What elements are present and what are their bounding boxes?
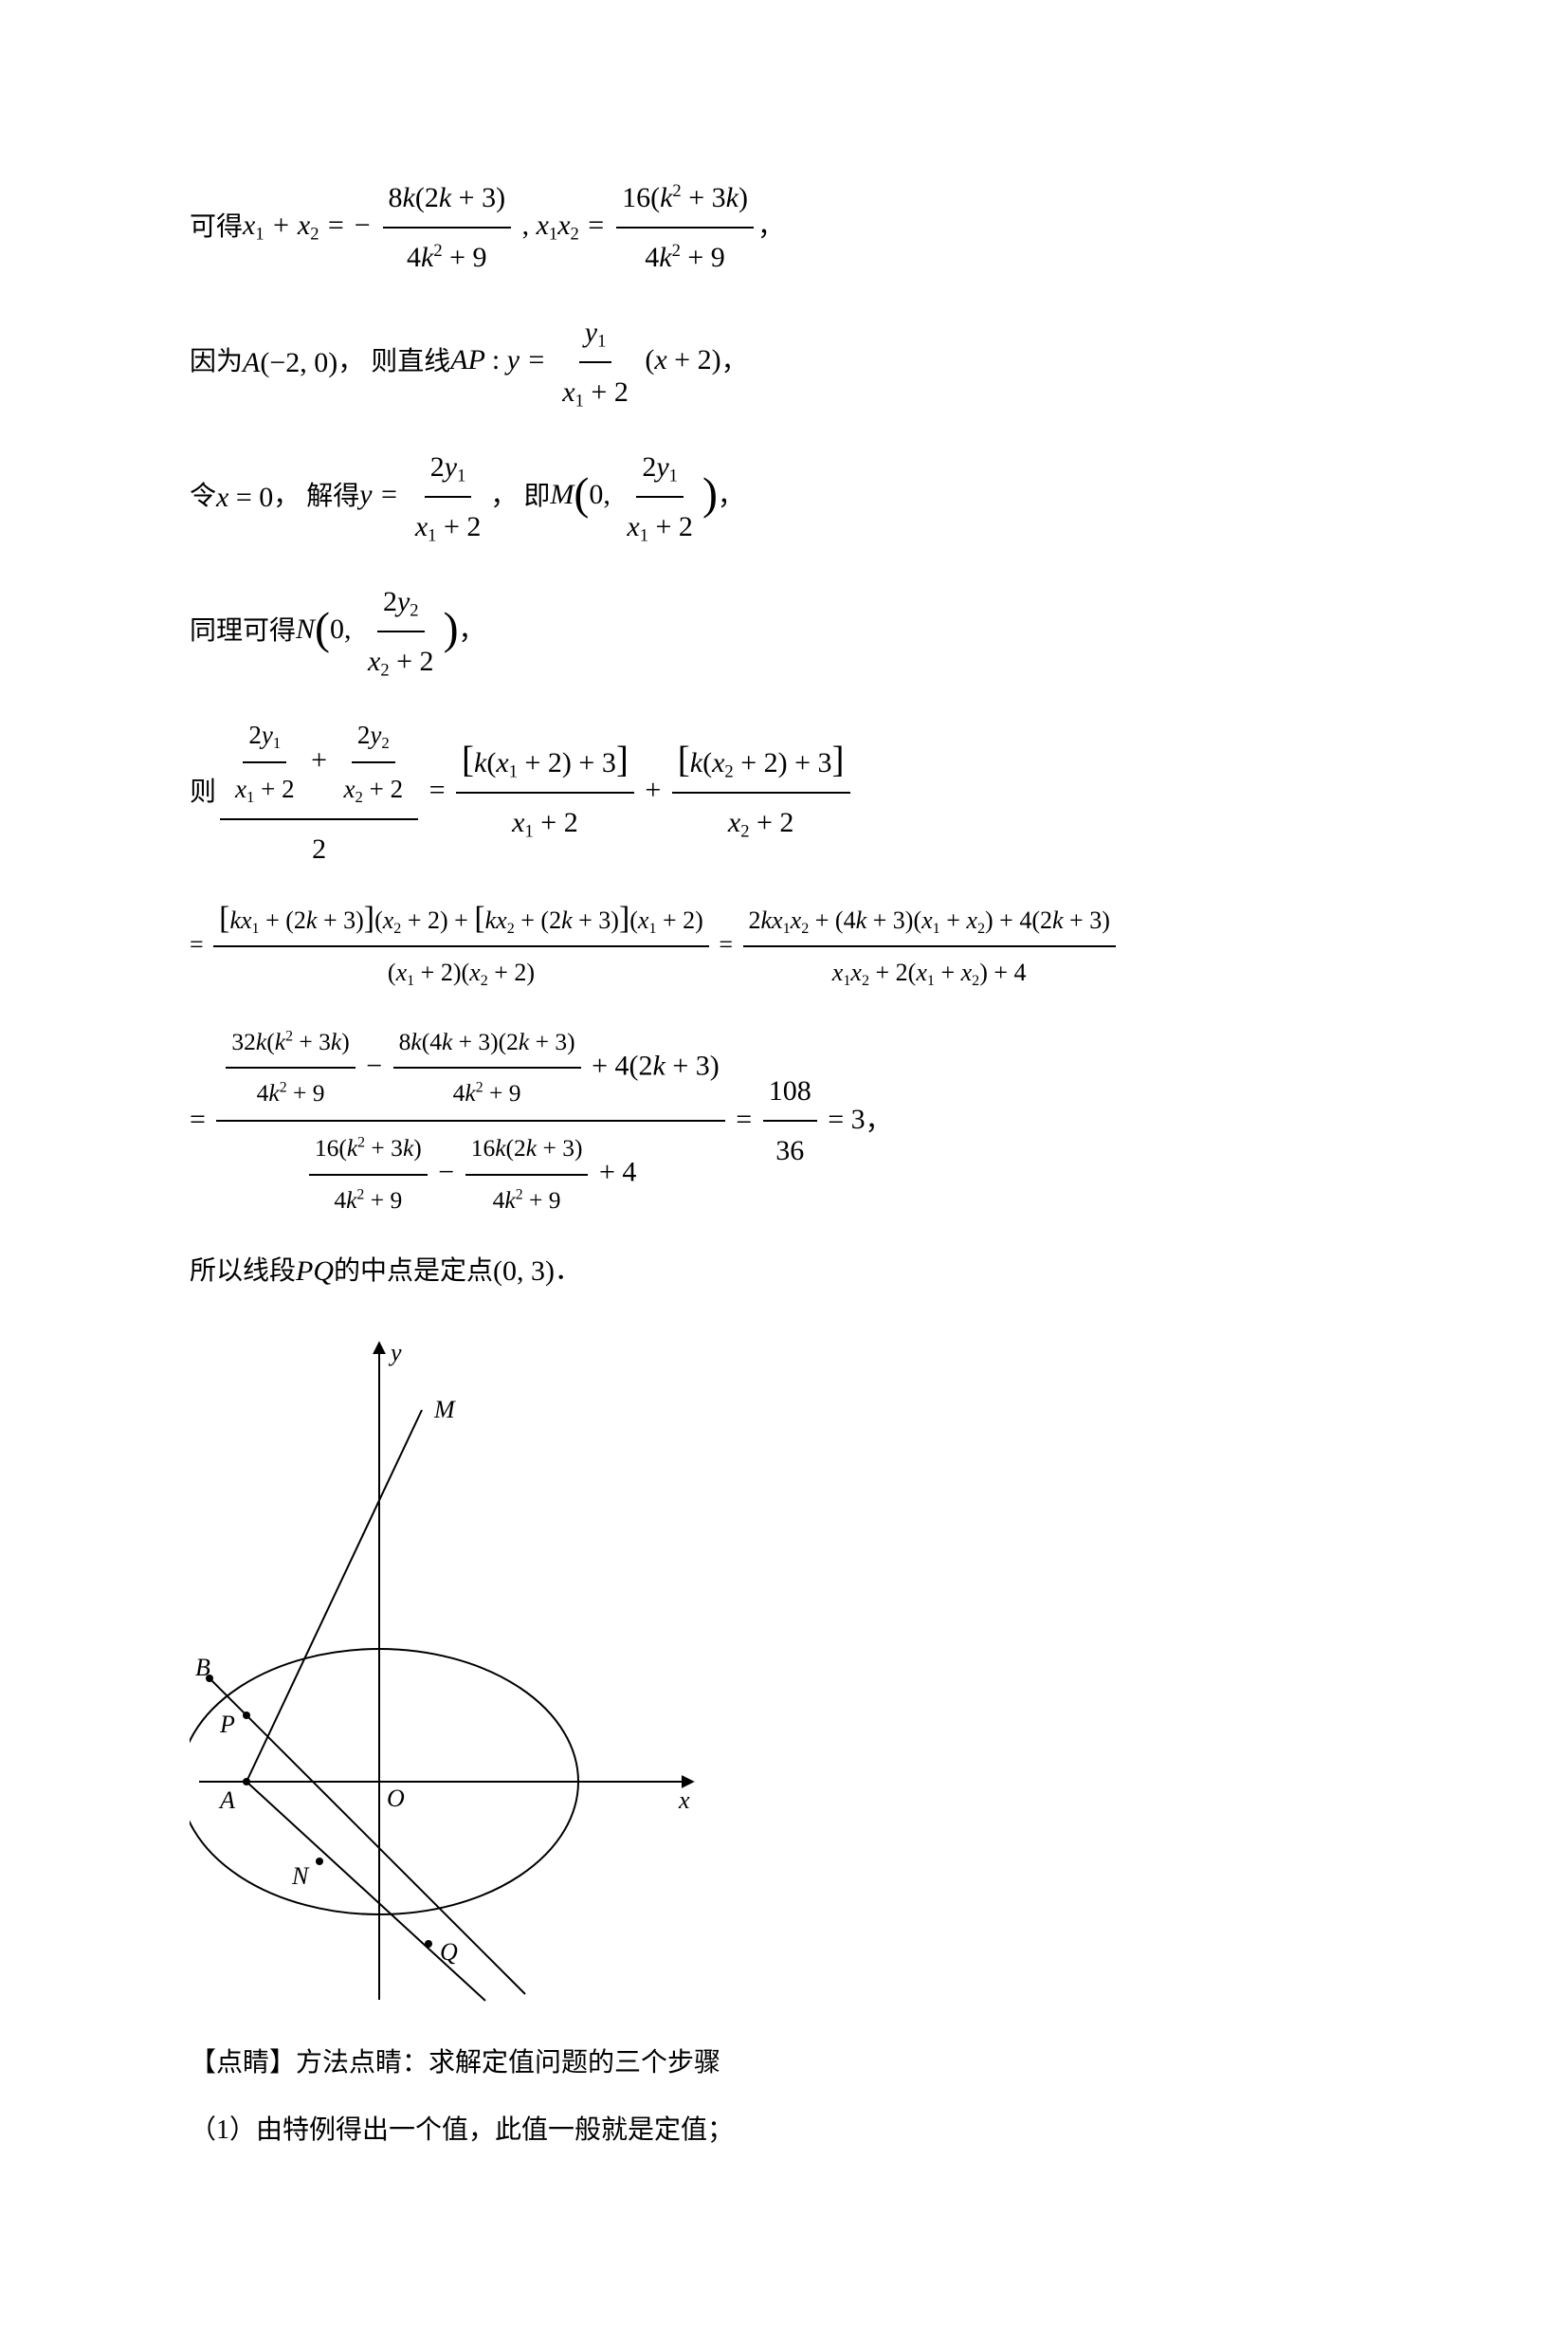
point-Q-label: Q [440,1938,458,1966]
text: 【点睛】方法点睛：求解定值问题的三个步骤 [190,2038,720,2088]
line-2: 因为 A(−2, 0) ， 则直线 AP : y = y1 x1 + 2 (x … [190,303,1378,421]
point-M-label: M [433,1396,456,1423]
line-8: 所以线段 PQ 的中点是定点 (0, 3) ． [190,1244,1378,1298]
axis-y-label: y [388,1339,402,1366]
text: ， 则直线 [337,337,450,387]
line-4: 同理可得 N(0, 2y2 x2 + 2 ) ， [190,573,1378,690]
text: ， [757,202,784,252]
math: PQ [296,1244,334,1298]
text: ， [866,1096,892,1146]
line-3: 令 x = 0 ， 解得 y = 2y1 x1 + 2 ， 即 M(0, 2y1… [190,438,1378,556]
line-1: 可得 x1 + x2 = − 8k(2k + 3) 4k2 + 9 , x1x2… [190,169,1378,286]
point-A-label: A [218,1786,235,1814]
text: ， [721,337,748,387]
math: x1 + x2 = − 8k(2k + 3) 4k2 + 9 , x1x2 = … [243,169,757,286]
text: 因为 [190,337,243,387]
text: 则 [190,767,216,817]
text: ， 解得 [273,471,359,522]
text: 令 [190,471,216,522]
math: N(0, 2y2 x2 + 2 ) [296,573,459,690]
point-N-label: N [291,1862,310,1890]
text: ． [555,1246,581,1296]
diagram-container: y M B P A O x N Q [190,1327,1378,2009]
text: （1）由特例得出一个值，此值一般就是定值； [190,2105,734,2155]
text: 所以线段 [190,1246,296,1296]
math: = [kx1 + (2k + 3)](x2 + 2) + [kx2 + (2k … [190,895,1120,998]
page-content: 可得 x1 + x2 = − 8k(2k + 3) 4k2 + 9 , x1x2… [0,0,1568,2325]
math: A(−2, 0) [243,336,337,390]
line-7: = 32k(k2 + 3k) 4k2 + 9 − 8k(4k + 3)(2k +… [190,1016,1378,1228]
math: x = 0 [216,470,273,524]
text: ， [459,606,485,656]
line-9: 【点睛】方法点睛：求解定值问题的三个步骤 [190,2038,1378,2088]
text: ， [718,471,744,522]
text: 的中点是定点 [334,1246,493,1296]
ellipse-diagram: y M B P A O x N Q [190,1327,720,2009]
math: AP : y = y1 x1 + 2 (x + 2) [450,303,720,421]
axis-x-label: x [678,1786,690,1814]
math: M(0, 2y1 x1 + 2 ) [550,438,718,556]
math: y = 2y1 x1 + 2 [359,438,490,556]
point-P-label: P [219,1711,235,1738]
text: 同理可得 [190,606,296,656]
text: ， 即 [490,471,550,522]
point-B-label: B [195,1654,210,1681]
line-6: = [kx1 + (2k + 3)](x2 + 2) + [kx2 + (2k … [190,895,1378,998]
line-10: （1）由特例得出一个值，此值一般就是定值； [190,2105,1378,2155]
text: 可得 [190,202,243,252]
math: = 32k(k2 + 3k) 4k2 + 9 − 8k(4k + 3)(2k +… [190,1016,866,1228]
math: (0, 3) [493,1244,555,1298]
origin-label: O [387,1785,405,1812]
line-5: 则 2y1 x1 + 2 + 2y2 x2 + 2 2 = [190,707,1378,878]
math: 2y1 x1 + 2 + 2y2 x2 + 2 2 = [k(x1 + 2) +… [216,707,854,878]
